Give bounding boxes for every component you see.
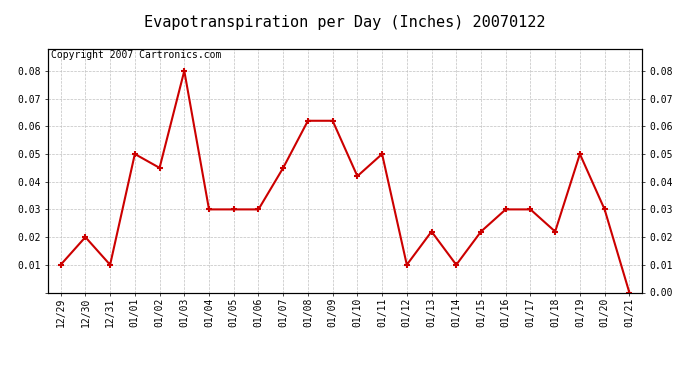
Text: Evapotranspiration per Day (Inches) 20070122: Evapotranspiration per Day (Inches) 2007… bbox=[144, 15, 546, 30]
Text: Copyright 2007 Cartronics.com: Copyright 2007 Cartronics.com bbox=[51, 50, 221, 60]
